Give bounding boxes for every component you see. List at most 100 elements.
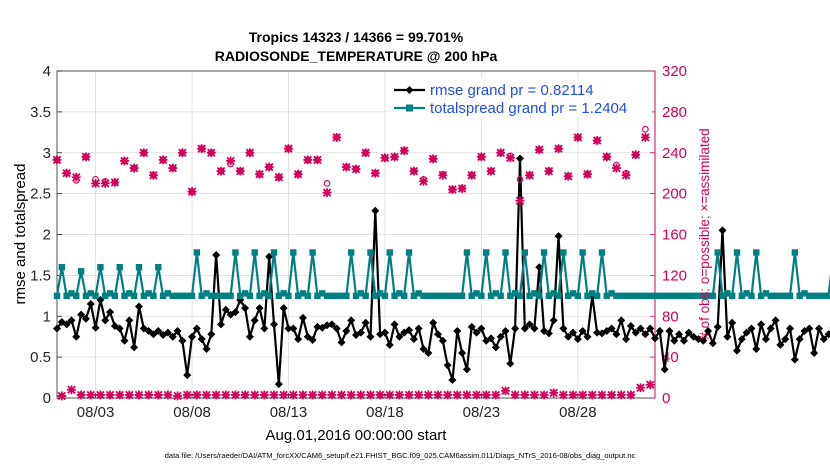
legend-rmse-label: rmse grand pr = 0.82114 [430, 82, 594, 99]
totalspread-point [613, 292, 620, 300]
totalspread-point [319, 290, 326, 297]
totalspread-point [77, 268, 85, 275]
totalspread-point [401, 292, 408, 300]
totalspread-point [270, 249, 278, 256]
rmse-point [183, 371, 192, 380]
y-tick-label-right: 120 [662, 267, 687, 284]
obs-assimilated-point [110, 177, 120, 187]
rmse-point [496, 332, 505, 341]
obs-assimilated-point [115, 390, 125, 400]
rmse-point [578, 326, 587, 335]
obs-assimilated-point [105, 390, 115, 400]
obs-assimilated-point [428, 154, 438, 164]
totalspread-point [415, 290, 422, 297]
totalspread-point [454, 292, 461, 300]
rmse-point [795, 335, 804, 344]
obs-assimilated-point [313, 155, 322, 165]
totalspread-point [526, 292, 533, 300]
rmse-point [781, 335, 790, 344]
obs-assimilated-point [607, 390, 616, 400]
rmse-point [665, 326, 674, 335]
totalspread-point [550, 290, 557, 297]
totalspread-line [55, 251, 830, 297]
rmse-point [660, 365, 669, 374]
rmse-point [332, 324, 341, 333]
rmse-point [81, 314, 90, 323]
obs-assimilated-point [452, 390, 462, 400]
obs-assimilated-point [264, 162, 274, 172]
totalspread-point [642, 292, 649, 300]
obs-assimilated-point [602, 152, 612, 162]
totalspread-point [256, 292, 263, 300]
obs-possible-point [516, 175, 524, 183]
rmse-point [612, 330, 621, 339]
rmse-point [424, 349, 433, 358]
rmse-point [737, 335, 746, 344]
rmse-point [752, 344, 761, 353]
obs-assimilated-point [308, 390, 317, 400]
totalspread-point [502, 249, 509, 256]
obs-assimilated-point [631, 150, 641, 160]
totalspread-point [333, 292, 340, 300]
obs-assimilated-point [626, 390, 636, 400]
totalspread-point [820, 292, 827, 300]
totalspread-point [762, 290, 770, 297]
obs-assimilated-point [443, 390, 453, 400]
obs-assimilated-point [530, 390, 539, 400]
rmse-point [699, 336, 708, 345]
totalspread-point [63, 292, 70, 300]
rmse-point [655, 326, 664, 335]
totalspread-point [782, 292, 789, 300]
rmse-point [771, 316, 780, 325]
rmse-point [342, 326, 351, 335]
totalspread-point [458, 292, 466, 300]
totalspread-point [709, 292, 717, 300]
y-tick-label-right: 320 [662, 63, 687, 80]
totalspread-point [536, 292, 543, 300]
rmse-point [790, 355, 799, 364]
obs-assimilated-point [327, 390, 337, 400]
obs-assimilated-point [269, 390, 279, 400]
totalspread-point [777, 292, 784, 300]
totalspread-point [121, 292, 128, 300]
totalspread-point [468, 292, 475, 300]
totalspread-point [584, 292, 591, 300]
obs-assimilated-point [158, 155, 168, 165]
totalspread-point [661, 292, 668, 300]
obs-assimilated-point [380, 153, 390, 163]
y-tick-label-right: 240 [662, 145, 687, 162]
totalspread-point [439, 292, 447, 300]
totalspread-point [487, 292, 495, 300]
totalspread-point [632, 292, 639, 300]
totalspread-point [338, 292, 345, 300]
y-tick-label-left: 2.5 [30, 186, 51, 203]
obs-assimilated-point [259, 390, 269, 400]
obs-assimilated-point [293, 169, 303, 179]
obs-assimilated-point [544, 166, 554, 176]
totalspread-point [116, 264, 123, 271]
rmse-point [168, 332, 177, 341]
obs-assimilated-point [221, 390, 231, 400]
rmse-point [197, 335, 206, 344]
totalspread-point [733, 249, 741, 256]
obs-assimilated-point [636, 383, 645, 393]
rmse-point [805, 324, 814, 333]
rmse-point [622, 335, 631, 344]
totalspread-point [179, 292, 186, 300]
rmse-point [761, 335, 770, 344]
obs-assimilated-point [573, 133, 583, 142]
totalspread-point [410, 292, 418, 300]
totalspread-point [521, 249, 528, 256]
rmse-point [641, 330, 650, 339]
rmse-point [395, 332, 404, 341]
rmse-point [419, 344, 428, 353]
totalspread-point [203, 290, 210, 297]
y-tick-label-left: 0.5 [30, 349, 51, 366]
obs-assimilated-point [592, 136, 602, 145]
totalspread-point [111, 292, 119, 300]
rmse-point [704, 326, 713, 335]
totalspread-point [714, 249, 721, 256]
y-tick-label-left: 4 [43, 63, 51, 80]
rmse-point [544, 329, 553, 338]
obs-assimilated-point [457, 184, 467, 193]
